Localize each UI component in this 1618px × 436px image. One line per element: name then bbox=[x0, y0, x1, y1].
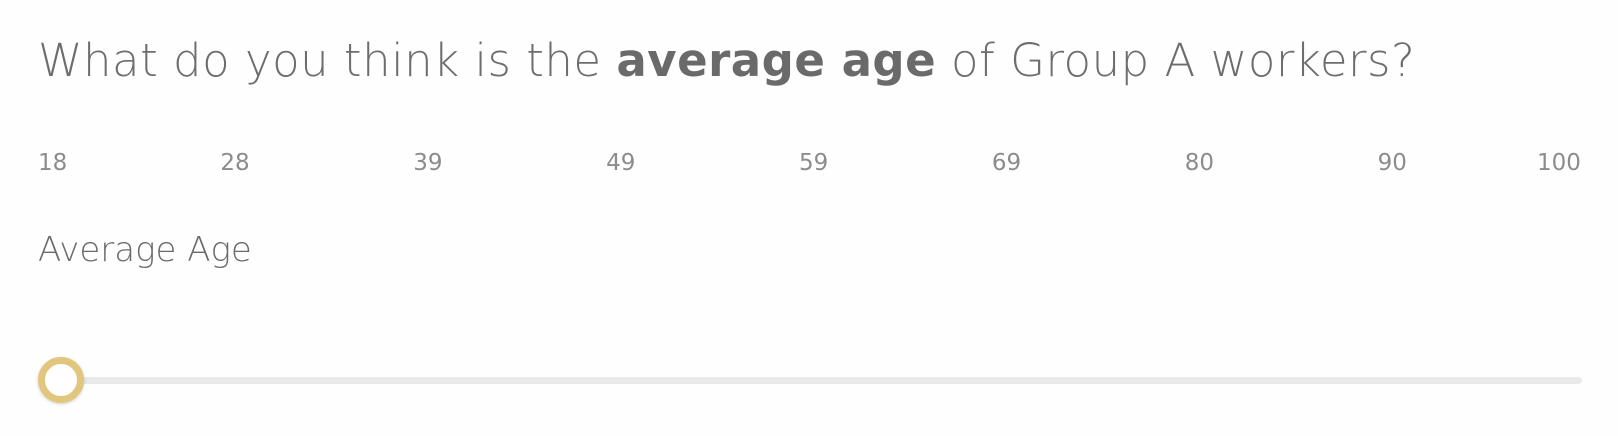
scale-tick-label: 80 bbox=[1184, 150, 1215, 176]
average-age-label: Average Age bbox=[38, 230, 252, 270]
scale-tick-label: 90 bbox=[1377, 150, 1407, 176]
scale-tick-label: 49 bbox=[606, 150, 636, 176]
slider-scale: 18 28 39 49 59 69 80 90 100 bbox=[38, 146, 1581, 180]
scale-tick-label: 59 bbox=[799, 150, 829, 176]
scale-tick-label: 28 bbox=[220, 150, 250, 176]
question-heading: What do you think is the average age of … bbox=[38, 30, 1415, 92]
question-emphasis: average age bbox=[616, 34, 937, 87]
scale-tick-label: 100 bbox=[1537, 150, 1581, 176]
slider-track[interactable] bbox=[50, 377, 1582, 384]
slider-thumb[interactable] bbox=[38, 357, 84, 403]
question-prefix: What do you think is the bbox=[38, 34, 617, 87]
scale-tick-label: 39 bbox=[413, 150, 443, 176]
scale-tick-label: 18 bbox=[38, 150, 68, 176]
question-suffix: of Group A workers? bbox=[936, 34, 1416, 87]
scale-tick-label: 69 bbox=[991, 150, 1022, 176]
